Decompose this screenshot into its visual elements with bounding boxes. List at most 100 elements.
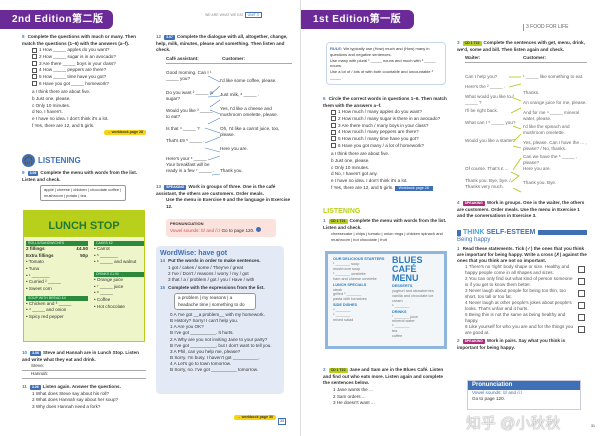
text: We typically use (How) much and (How) ma… xyxy=(330,46,430,57)
text: PRONUNCIATION xyxy=(170,221,204,226)
text: 2 xyxy=(323,367,326,372)
page-1st-edition: 1st Edition第一版 3 FOOD FOR LIFE RULE: We … xyxy=(300,0,600,436)
text: mushroom soup xyxy=(333,266,361,271)
text: Yes, I'd like a cheese and mushroom omel… xyxy=(220,106,278,117)
menu-title: BLUES CAFÉ MENU xyxy=(392,255,423,283)
audio-track-tag[interactable]: 3.06 xyxy=(29,385,41,391)
tick-box[interactable] xyxy=(578,314,585,322)
text: 2 How much / many sugar is there in an a… xyxy=(338,115,441,121)
answer-box[interactable] xyxy=(331,116,336,122)
text: OUR DELICIOUS STARTERS xyxy=(333,257,385,261)
tick-box[interactable] xyxy=(578,266,585,274)
audio-track-tag[interactable]: CD 1 T21 xyxy=(328,219,348,225)
question: 4 How _____ peppers are there? xyxy=(32,67,146,74)
answer-box[interactable] xyxy=(32,60,37,66)
question: 3 Are there _____ boys in your class? xyxy=(32,61,146,68)
tick-box[interactable] xyxy=(578,302,585,310)
page-2nd-edition: 2nd Edition第二版 WE ARE WHAT WE EAT UNIT 3… xyxy=(0,10,292,426)
text: THINK xyxy=(463,229,485,236)
workbook-link[interactable]: Workbook page 28 xyxy=(394,185,433,191)
text: 5 Being thin is not the same as being he… xyxy=(465,312,566,324)
audio-icon[interactable] xyxy=(255,226,261,232)
text: I'd like the spinach and mushroom omelet… xyxy=(523,124,570,135)
text: Use a lot of / lots of with both countab… xyxy=(330,69,433,80)
text: 4 How much / many peppers are there? xyxy=(338,129,419,135)
text: Yes, please. Can I have the ... , please… xyxy=(523,140,587,151)
steve-answer-line[interactable]: Steve: xyxy=(22,363,146,371)
text: 6 Like yourself for who you are and for … xyxy=(465,324,574,336)
pronunciation-box: Pronunciation Vowel sounds: /ɪ/ and /iː/… xyxy=(467,380,581,410)
hannah-answer-line[interactable]: Hannah: xyxy=(22,371,146,379)
text: ¹ _______ soup xyxy=(333,261,360,266)
answer-box[interactable] xyxy=(32,80,37,86)
text: Work in groups of three. One is the café… xyxy=(156,184,276,196)
text: Here you are. xyxy=(523,166,551,171)
text: 4 xyxy=(457,200,460,205)
ex-instruction: Complete the questions with much or many… xyxy=(22,34,136,46)
think-self-esteem-section: THINK SELF-ESTEEM Being happy 1 Read thes… xyxy=(457,228,587,351)
exercise-6: 6 Circle the correct words in questions 1… xyxy=(323,96,448,191)
text: • Spicy red pepper xyxy=(26,314,64,320)
text: ham and cheese omelette xyxy=(333,276,377,281)
text: Can I help you? xyxy=(465,74,498,79)
answer-box[interactable] xyxy=(32,74,37,80)
text: Thank you. xyxy=(220,168,243,173)
answer-box[interactable] xyxy=(331,122,336,128)
text: e I have no idea. I don't think it's a l… xyxy=(331,177,408,183)
text: 2 xyxy=(457,338,460,344)
text: 13 xyxy=(156,184,162,189)
text: • Tuna xyxy=(26,266,40,272)
workbook-link[interactable]: → workbook page 30 xyxy=(234,415,276,421)
text: 2 You can only find out what kind of per… xyxy=(465,276,573,288)
answer-box[interactable] xyxy=(32,67,37,73)
text: Read these statements. Tick (✓) the ones… xyxy=(457,245,587,264)
text: B Sorry, no. I've got __________ tomorro… xyxy=(170,367,259,373)
answer: a I think there are about five. xyxy=(32,89,91,95)
menu-section-header: ROLLS/SANDWICHES xyxy=(26,241,88,247)
text: Vowel sounds: /ɪ/ and /iː/ xyxy=(170,227,221,233)
listening-heading: LISTENING xyxy=(323,208,361,215)
text: 1 How _____ apples do you want? xyxy=(39,47,110,53)
audio-track-tag[interactable]: 3.05 xyxy=(27,171,39,177)
text: Oh, I'd like a carrot juice, too, please… xyxy=(220,126,280,137)
audio-track-tag[interactable]: CD 1 T22 xyxy=(462,41,482,47)
customer-lines: ¹ _____ like something to eat. Thanks. An … xyxy=(523,74,589,186)
text: What can I ⁵ _____ you? xyxy=(465,120,516,125)
audio-track-tag[interactable]: 3.07 xyxy=(164,35,175,41)
exercise-3: 3 CD 1 T22 Complete the sentences with get… xyxy=(457,40,587,63)
answer-box[interactable] xyxy=(331,136,336,142)
word-list: cheesecake | chips | tomato | onion ring… xyxy=(331,231,443,243)
tick-box[interactable] xyxy=(578,326,585,334)
text: Use the menu in Exercise 9 and the langu… xyxy=(166,197,291,209)
answer-box[interactable] xyxy=(331,129,336,135)
tick-box[interactable] xyxy=(578,278,585,286)
exercise-9: 9 3.05 Complete the menu with words from t… xyxy=(22,170,146,201)
unit-label: UNIT 3 xyxy=(244,12,262,18)
workbook-link[interactable]: → workbook page 28 xyxy=(104,130,146,136)
text: Can we have the ⁶ _____ , please? xyxy=(523,154,578,165)
text: 3 A Phil, can you help me, please? xyxy=(170,348,241,354)
text: Complete the sentences with get, menu, d… xyxy=(457,40,585,52)
watermark: 知乎 @小秋秋 xyxy=(466,415,561,432)
answer-box[interactable] xyxy=(32,54,37,60)
answer-box[interactable] xyxy=(331,142,336,148)
audio-track-tag[interactable]: CD 1 T22 xyxy=(328,368,348,374)
goto-page-link[interactable]: Go to page 120. xyxy=(472,396,505,402)
text: • Sweet corn xyxy=(26,286,52,291)
wordwise-box: WordWise: have got 14 Put the words in or… xyxy=(156,246,284,394)
text: 3 Are there _____ boys in your class? xyxy=(39,60,116,66)
audio-track-tag[interactable]: 3.06 xyxy=(30,351,41,357)
text: Customer: xyxy=(222,55,245,61)
tick-box[interactable] xyxy=(578,290,585,298)
text: ⁵ _______ xyxy=(333,313,351,318)
answer-box[interactable] xyxy=(32,47,37,53)
goto-page-link[interactable]: Go to page 120. xyxy=(221,227,255,233)
answer-box[interactable] xyxy=(331,109,336,115)
edition-banner: 2nd Edition第二版 xyxy=(0,10,113,29)
subheading: Being happy xyxy=(457,237,491,244)
text: 0 A I've got __a problem__ with my homew… xyxy=(170,311,265,317)
text: Here's your ⁶ _____ . Your breakfast wil… xyxy=(166,156,215,173)
exercise-4: 4 SPEAKING Work in groups. One is the wait… xyxy=(457,200,587,220)
text: • Hot chocolate xyxy=(94,303,125,309)
text: 3 xyxy=(457,40,460,45)
